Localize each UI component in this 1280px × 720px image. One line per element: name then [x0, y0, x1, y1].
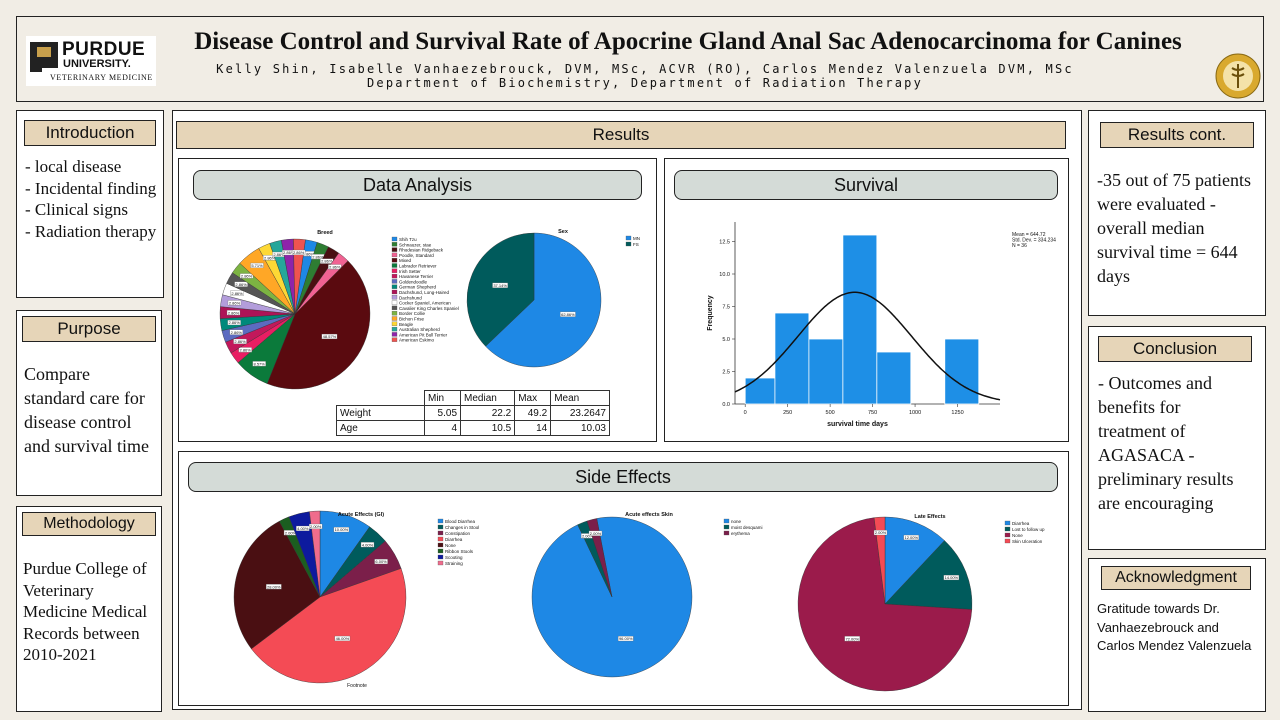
- table-header-row: Min Median Max Mean: [336, 390, 610, 406]
- acknowledgment-heading: Acknowledgment: [1101, 566, 1251, 590]
- survival-heading: Survival: [674, 170, 1058, 200]
- table-header-cell: Mean: [550, 390, 610, 406]
- intro-line: - local disease: [25, 157, 122, 176]
- department: Department of Biochemistry, Department o…: [366, 76, 924, 90]
- authors: Kelly Shin, Isabelle Vanhaezebrouck, DVM…: [216, 62, 1074, 76]
- table-cell: 23.2647: [550, 405, 610, 421]
- side-effects-heading: Side Effects: [188, 462, 1058, 492]
- table-cell: 5.05: [423, 405, 462, 421]
- conclusion-heading: Conclusion: [1098, 336, 1252, 362]
- purdue-logo: PURDUE UNIVERSITY. VETERINARY MEDICINE: [26, 36, 156, 86]
- intro-line: - Radiation therapy: [25, 221, 157, 241]
- acknowledgment-text: Gratitude towards Dr. Vanhaezebrouck and…: [1097, 601, 1252, 653]
- table-header-cell: [336, 390, 425, 406]
- table-cell: 4: [423, 420, 462, 436]
- conclusion-panel: [1088, 326, 1266, 550]
- table-row: Age 4 10.5 14 10.03: [336, 420, 610, 436]
- results-heading: Results: [176, 121, 1066, 149]
- vet-seal-icon: [1215, 53, 1261, 99]
- table-cell: 10.03: [550, 420, 610, 436]
- purpose-text: Compare standard care for disease contro…: [24, 364, 149, 456]
- conclusion-text: - Outcomes and benefits for treatment of…: [1098, 373, 1234, 513]
- poster-title: Disease Control and Survival Rate of Apo…: [194, 28, 1182, 55]
- table-cell: Age: [336, 420, 425, 436]
- methodology-heading: Methodology: [22, 512, 156, 536]
- table-header-cell: Min: [423, 390, 462, 406]
- survival-panel: [664, 158, 1069, 442]
- table-header-cell: Median: [460, 390, 516, 406]
- seal-logo: [1214, 52, 1262, 100]
- results-cont-text: -35 out of 75 patients were evaluated - …: [1097, 170, 1251, 286]
- purdue-p-icon: [30, 42, 58, 72]
- introduction-text: - local disease - Incidental finding - C…: [25, 156, 161, 242]
- logo-vetmed-text: VETERINARY MEDICINE: [50, 73, 153, 82]
- table-cell: 22.2: [460, 405, 516, 421]
- purpose-heading: Purpose: [22, 316, 156, 342]
- table-cell: 14: [514, 420, 552, 436]
- logo-purdue-text: PURDUE: [62, 39, 146, 60]
- table-header-cell: Max: [514, 390, 552, 406]
- intro-line: - Clinical signs: [25, 200, 128, 219]
- methodology-panel: [16, 506, 162, 712]
- results-cont-heading: Results cont.: [1100, 122, 1254, 148]
- table-cell: 10.5: [460, 420, 516, 436]
- logo-university-text: UNIVERSITY.: [63, 58, 131, 70]
- table-row: Weight 5.05 22.2 49.2 23.2647: [336, 405, 610, 421]
- methodology-text: Purdue College of Veterinary Medicine Me…: [23, 559, 148, 664]
- data-analysis-heading: Data Analysis: [193, 170, 642, 200]
- introduction-heading: Introduction: [24, 120, 156, 146]
- intro-line: - Incidental finding: [25, 178, 157, 198]
- table-cell: 49.2: [514, 405, 552, 421]
- header-banner: [16, 16, 1264, 102]
- stats-table: Min Median Max Mean Weight 5.05 22.2 49.…: [336, 390, 610, 436]
- table-cell: Weight: [336, 405, 425, 421]
